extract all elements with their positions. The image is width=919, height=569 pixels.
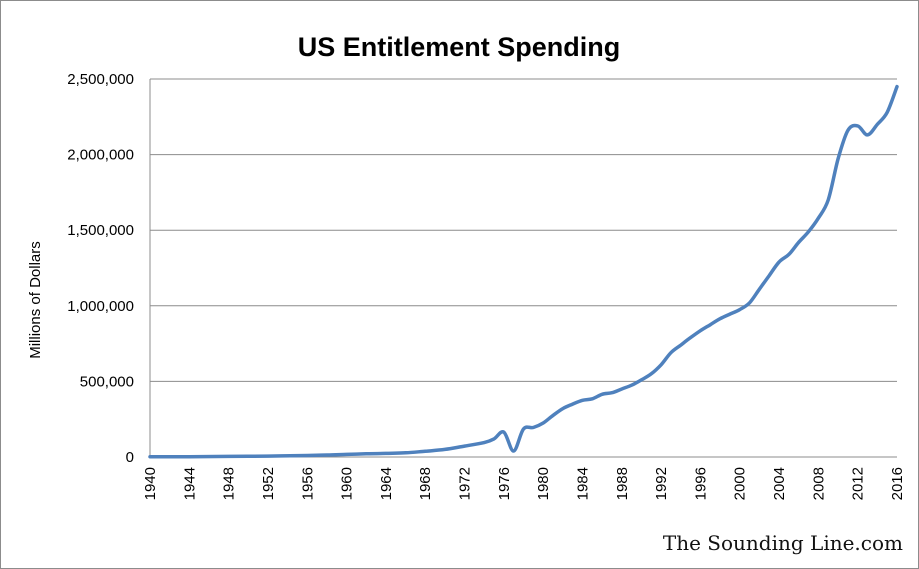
- x-tick-label: 1964: [378, 467, 395, 500]
- x-tick-label: 1940: [142, 467, 159, 500]
- x-tick-label: 2012: [850, 467, 867, 500]
- gridlines: [149, 78, 897, 457]
- x-tick-label: 1960: [339, 467, 356, 500]
- y-tick-labels: 0 500,000 1,000,000 1,500,000 2,000,000 2,500…: [67, 71, 134, 466]
- chart-title: US Entitlement Spending: [298, 32, 621, 62]
- y-tick-label: 1,000,000: [67, 298, 134, 315]
- x-tick-label: 1988: [614, 467, 631, 500]
- x-tick-label: 1984: [574, 467, 591, 500]
- y-tick-label: 2,000,000: [67, 147, 134, 164]
- x-tick-label: 1980: [535, 467, 552, 500]
- x-tick-label: 2016: [889, 467, 906, 500]
- watermark: The Sounding Line.com: [663, 531, 903, 555]
- x-tick-label: 1992: [653, 467, 670, 500]
- x-tick-labels: 1940 1944 1948 1952 1956 1960 1964 1968 1972 1976…: [142, 467, 906, 500]
- x-tick-label: 1948: [221, 467, 238, 500]
- y-tick-label: 2,500,000: [67, 71, 134, 88]
- x-tick-label: 1972: [457, 467, 474, 500]
- x-tick-label: 2008: [810, 467, 827, 500]
- x-tick-label: 1956: [299, 467, 316, 500]
- x-tick-label: 2000: [732, 467, 749, 500]
- x-tick-label: 1976: [496, 467, 513, 500]
- y-tick-label: 1,500,000: [67, 222, 134, 239]
- x-tick-label: 1952: [260, 467, 277, 500]
- x-tick-label: 1996: [692, 467, 709, 500]
- x-tick-label: 1944: [181, 467, 198, 500]
- x-tick-label: 1968: [417, 467, 434, 500]
- y-tick-label: 500,000: [80, 373, 134, 390]
- x-tick-label: 2004: [771, 467, 788, 500]
- y-axis-label: Millions of Dollars: [27, 241, 44, 359]
- y-tick-label: 0: [126, 449, 134, 466]
- series-line: [148, 84, 899, 459]
